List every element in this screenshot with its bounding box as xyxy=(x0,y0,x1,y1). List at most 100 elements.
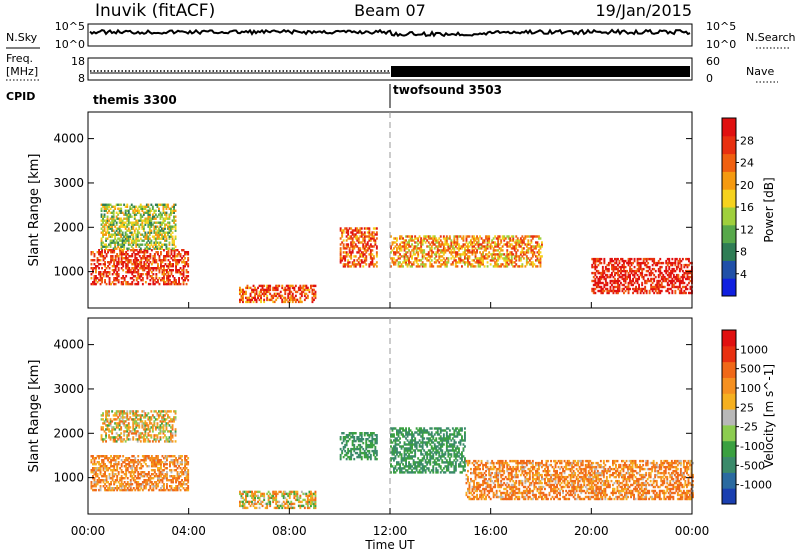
power-data-cell xyxy=(375,227,378,230)
velocity-data-cell xyxy=(92,455,94,458)
power-data-cell xyxy=(90,263,93,266)
power-data-cell xyxy=(135,237,138,240)
velocity-data-cell xyxy=(147,473,150,476)
velocity-data-cell xyxy=(132,422,135,425)
power-data-cell xyxy=(459,245,462,248)
power-data-cell xyxy=(414,247,417,250)
power-data-cell xyxy=(354,227,357,230)
power-data-cell xyxy=(648,291,651,295)
velocity-data-cell xyxy=(390,427,392,430)
power-data-cell xyxy=(95,265,97,268)
velocity-data-cell xyxy=(146,473,149,476)
power-data-cell xyxy=(172,275,174,278)
power-data-cell xyxy=(444,241,447,244)
power-data-cell xyxy=(101,253,103,256)
power-data-cell xyxy=(117,263,120,266)
velocity-data-cell xyxy=(144,479,147,482)
power-data-cell xyxy=(635,287,637,291)
velocity-data-cell xyxy=(243,502,246,506)
power-data-cell xyxy=(458,235,460,238)
velocity-data-cell xyxy=(170,432,172,435)
power-data-cell xyxy=(539,237,542,240)
velocity-data-cell xyxy=(170,436,172,439)
velocity-data-cell xyxy=(172,461,174,464)
power-data-cell xyxy=(164,243,166,246)
power-data-cell xyxy=(126,213,129,216)
power-data-cell xyxy=(114,207,117,210)
power-data-cell xyxy=(164,259,167,262)
velocity-data-cell xyxy=(314,496,317,500)
velocity-data-cell xyxy=(136,424,139,427)
velocity-data-cell xyxy=(105,428,107,431)
velocity-data-cell xyxy=(142,422,145,425)
velocity-data-cell xyxy=(99,487,102,490)
power-data-cell xyxy=(168,243,171,246)
power-data-cell xyxy=(165,211,168,214)
velocity-data-cell xyxy=(400,467,403,470)
power-data-cell xyxy=(504,257,507,260)
power-data-cell xyxy=(492,259,495,262)
velocity-data-cell xyxy=(242,506,244,510)
power-data-cell xyxy=(313,288,315,292)
power-data-cell xyxy=(657,259,660,263)
power-data-cell xyxy=(161,273,164,276)
velocity-data-cell xyxy=(119,479,122,482)
power-data-cell xyxy=(272,300,275,304)
power-data-cell xyxy=(162,209,165,212)
velocity-data-cell xyxy=(102,418,104,421)
power-data-cell xyxy=(173,255,176,258)
power-data-cell xyxy=(363,241,366,244)
power-data-cell xyxy=(111,219,114,222)
power-data-cell xyxy=(653,257,656,261)
power-data-cell xyxy=(171,219,174,222)
power-data-cell xyxy=(439,243,442,246)
velocity-data-cell xyxy=(366,443,369,447)
power-data-cell xyxy=(342,265,345,268)
power-data-cell xyxy=(145,211,148,214)
power-data-cell xyxy=(105,223,107,226)
power-data-cell xyxy=(93,281,96,284)
velocity-data-cell xyxy=(184,461,186,464)
power-data-cell xyxy=(105,273,108,276)
velocity-data-cell xyxy=(126,483,129,486)
power-data-cell xyxy=(417,239,420,242)
power-data-cell xyxy=(159,203,162,206)
power-data-cell xyxy=(375,237,378,240)
power-data-cell xyxy=(163,281,165,284)
power-data-cell xyxy=(402,245,404,248)
power-data-cell xyxy=(606,267,609,271)
power-data-cell xyxy=(147,225,150,228)
velocity-data-cell xyxy=(185,473,188,476)
velocity-data-cell xyxy=(123,465,126,468)
velocity-data-cell xyxy=(400,459,403,462)
velocity-data-cell xyxy=(141,465,144,468)
power-data-cell xyxy=(405,263,407,266)
power-data-cell xyxy=(161,265,164,268)
power-data-cell xyxy=(146,259,149,262)
velocity-data-cell xyxy=(166,475,168,478)
power-data-cell xyxy=(476,259,478,262)
power-data-cell xyxy=(497,235,500,238)
power-data-cell xyxy=(592,289,595,293)
velocity-data-cell xyxy=(105,420,107,423)
power-data-cell xyxy=(633,269,636,273)
power-data-cell xyxy=(95,269,97,272)
power-data-cell xyxy=(498,255,501,258)
velocity-data-cell xyxy=(119,485,122,488)
power-data-cell xyxy=(132,241,135,244)
velocity-data-cell xyxy=(258,502,261,506)
power-data-cell xyxy=(362,251,365,254)
power-data-cell xyxy=(371,259,374,262)
velocity-data-cell xyxy=(153,436,156,439)
power-data-cell xyxy=(471,253,474,256)
power-data-cell xyxy=(158,233,160,236)
power-data-cell xyxy=(251,290,253,294)
power-data-cell xyxy=(400,265,403,268)
velocity-data-cell xyxy=(179,485,182,488)
power-data-cell xyxy=(108,223,110,226)
power-data-cell xyxy=(527,257,530,260)
power-data-cell xyxy=(439,235,442,238)
power-data-cell xyxy=(444,265,447,268)
power-data-cell xyxy=(403,243,406,246)
velocity-data-cell xyxy=(371,439,374,443)
